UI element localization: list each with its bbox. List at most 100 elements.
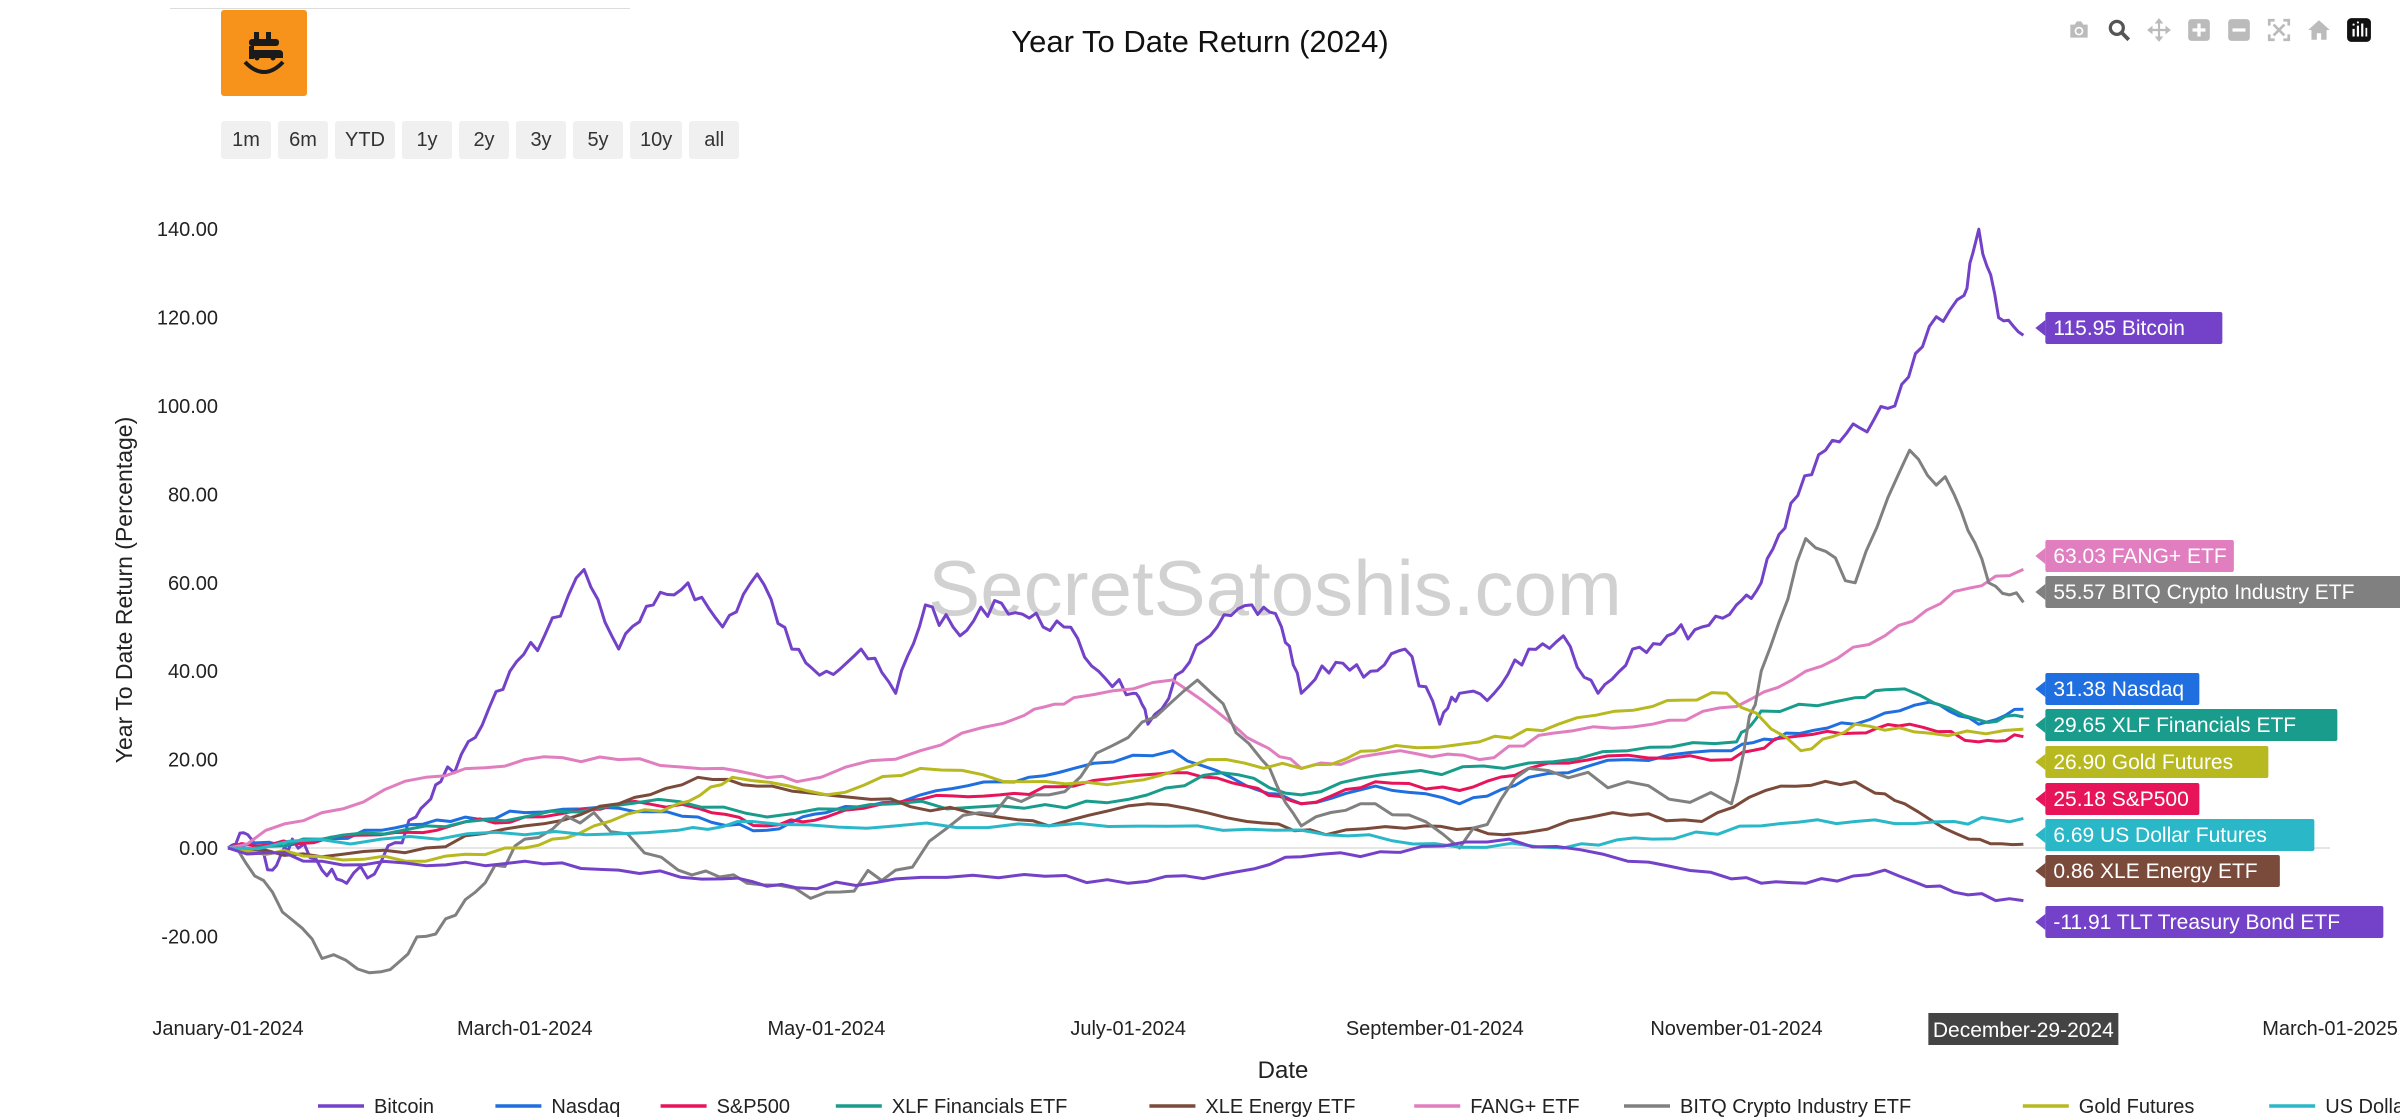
series-line-bitcoin <box>227 227 2025 885</box>
y-tick-label: 140.00 <box>157 219 218 241</box>
range-button-5y[interactable]: 5y <box>573 121 623 159</box>
end-label-box <box>2045 709 2338 741</box>
end-label-xle-energy-etf: 0.86 XLE Energy ETF <box>2035 855 2280 887</box>
x-tick-label: May-01-2024 <box>768 1018 886 1040</box>
series-line-tlt-treasury-bond-etf <box>227 837 2024 903</box>
y-tick-label: 60.00 <box>168 573 218 595</box>
range-button-1m[interactable]: 1m <box>221 121 271 159</box>
end-label-text: 25.18 S&P500 <box>2053 788 2188 811</box>
series-line-gold-futures <box>227 691 2024 863</box>
top-tab-strip <box>170 0 630 9</box>
y-tick-label: 100.00 <box>157 396 218 418</box>
legend-label: XLE Energy ETF <box>1205 1096 1355 1118</box>
x-tick-label: January-01-2024 <box>152 1018 303 1040</box>
x-axis-title: Date <box>1258 1057 1309 1084</box>
end-label-text: 31.38 Nasdaq <box>2053 678 2184 701</box>
legend-label: BITQ Crypto Industry ETF <box>1680 1096 1911 1118</box>
end-label-xlf-financials-etf: 29.65 XLF Financials ETF <box>2035 709 2338 741</box>
legend-item-bitcoin[interactable]: Bitcoin <box>318 1096 434 1118</box>
series-line-xlf-financials-etf <box>227 687 2024 851</box>
x-tick-label: July-01-2024 <box>1070 1018 1186 1040</box>
end-label-nasdaq: 31.38 Nasdaq <box>2035 673 2200 705</box>
end-label-s-p500: 25.18 S&P500 <box>2035 783 2200 815</box>
y-tick-label: -20.00 <box>161 926 218 948</box>
range-button-ytd[interactable]: YTD <box>335 121 395 159</box>
range-button-10y[interactable]: 10y <box>630 121 683 159</box>
legend-label: US Dollar Futures <box>2325 1096 2400 1118</box>
bitcoin-face-icon <box>243 32 285 74</box>
zoom-out-icon[interactable] <box>2223 14 2254 45</box>
end-label-pointer <box>2035 791 2046 807</box>
series-line-nasdaq <box>227 700 2024 850</box>
series-line-bitq-crypto-industry-etf <box>227 448 2025 975</box>
legend-label: Gold Futures <box>2079 1096 2195 1118</box>
range-button-6m[interactable]: 6m <box>278 121 328 159</box>
end-label-pointer <box>2035 914 2046 930</box>
y-tick-label: 0.00 <box>179 838 218 860</box>
end-label-fang-etf: 63.03 FANG+ ETF <box>2035 540 2234 572</box>
end-label-pointer <box>2035 827 2046 843</box>
hover-date-label: December-29-2024 <box>1933 1019 2114 1042</box>
zoom-icon[interactable] <box>2103 14 2134 45</box>
legend-item-xlf-financials-etf[interactable]: XLF Financials ETF <box>835 1096 1068 1118</box>
end-label-text: 6.69 US Dollar Futures <box>2053 824 2267 847</box>
y-axis-title: Year To Date Return (Percentage) <box>111 417 137 763</box>
legend-item-s-p500[interactable]: S&P500 <box>660 1096 790 1118</box>
x-tick-label: March-01-2025 <box>2262 1018 2398 1040</box>
end-label-text: 0.86 XLE Energy ETF <box>2053 860 2257 883</box>
end-label-box <box>2045 673 2200 705</box>
range-selector: 1m 6m YTD 1y 2y 3y 5y 10y all <box>221 121 740 159</box>
legend-label: Bitcoin <box>374 1096 434 1118</box>
modebar <box>2063 14 2374 45</box>
end-label-box <box>2045 855 2280 887</box>
legend-item-fang-etf[interactable]: FANG+ ETF <box>1414 1096 1580 1118</box>
y-tick-label: 80.00 <box>168 484 218 506</box>
end-label-text: 26.90 Gold Futures <box>2053 751 2233 774</box>
end-label-bitq-crypto-industry-etf: 55.57 BITQ Crypto Industry ETF <box>2035 576 2400 608</box>
series-line-fang-etf <box>227 568 2025 850</box>
end-label-text: 55.57 BITQ Crypto Industry ETF <box>2053 581 2354 604</box>
end-label-pointer <box>2035 548 2046 564</box>
y-tick-label: 20.00 <box>168 750 218 772</box>
end-label-box <box>2045 540 2234 572</box>
end-label-box <box>2045 576 2400 608</box>
watermark-text: SecretSatoshis.com <box>928 544 1622 632</box>
pan-icon[interactable] <box>2143 14 2174 45</box>
legend-item-us-dollar-futures[interactable]: US Dollar Futures <box>2269 1096 2400 1118</box>
hover-date-box <box>1928 1013 2119 1045</box>
end-label-text: -11.91 TLT Treasury Bond ETF <box>2053 911 2340 934</box>
end-label-pointer <box>2035 320 2046 336</box>
bitcoin-logo <box>221 10 307 96</box>
end-label-box <box>2045 746 2269 778</box>
legend-item-xle-energy-etf[interactable]: XLE Energy ETF <box>1149 1096 1355 1118</box>
camera-icon[interactable] <box>2063 14 2094 45</box>
end-label-tlt-treasury-bond-etf: -11.91 TLT Treasury Bond ETF <box>2035 906 2384 938</box>
range-button-3y[interactable]: 3y <box>516 121 566 159</box>
end-label-pointer <box>2035 584 2046 600</box>
zoom-in-icon[interactable] <box>2183 14 2214 45</box>
legend-item-bitq-crypto-industry-etf[interactable]: BITQ Crypto Industry ETF <box>1624 1096 1911 1118</box>
legend-item-nasdaq[interactable]: Nasdaq <box>495 1096 620 1118</box>
x-tick-label: March-01-2024 <box>457 1018 593 1040</box>
autoscale-icon[interactable] <box>2263 14 2294 45</box>
y-tick-label: 120.00 <box>157 308 218 330</box>
range-button-all[interactable]: all <box>689 121 740 159</box>
legend-item-gold-futures[interactable]: Gold Futures <box>2022 1096 2195 1118</box>
y-tick-label: 40.00 <box>168 661 218 683</box>
range-button-2y[interactable]: 2y <box>459 121 509 159</box>
end-label-text: 63.03 FANG+ ETF <box>2053 545 2226 568</box>
x-tick-label: November-01-2024 <box>1650 1018 1822 1040</box>
end-label-pointer <box>2035 754 2046 770</box>
end-label-box <box>2045 819 2315 851</box>
end-label-pointer <box>2035 681 2046 697</box>
end-label-text: 115.95 Bitcoin <box>2053 317 2185 340</box>
end-label-box <box>2045 783 2200 815</box>
legend-label: FANG+ ETF <box>1470 1096 1579 1118</box>
end-label-us-dollar-futures: 6.69 US Dollar Futures <box>2035 819 2315 851</box>
range-button-1y[interactable]: 1y <box>402 121 452 159</box>
end-label-gold-futures: 26.90 Gold Futures <box>2035 746 2269 778</box>
home-icon[interactable] <box>2303 14 2334 45</box>
plotly-logo-icon[interactable] <box>2343 14 2374 45</box>
end-label-pointer <box>2035 717 2046 733</box>
